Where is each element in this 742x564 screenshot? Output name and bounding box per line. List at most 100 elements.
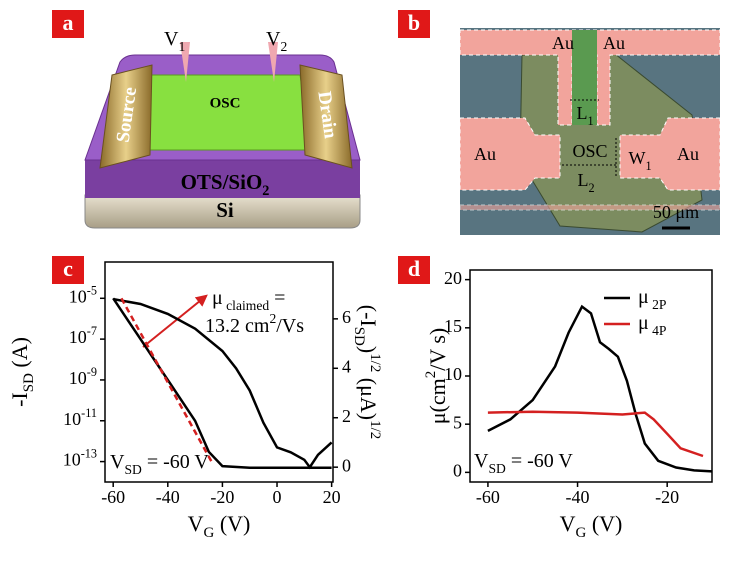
y-axis-label-part: 2: [423, 371, 439, 378]
x-tick-label: -20: [210, 487, 234, 507]
dimension-label: L1: [576, 103, 593, 128]
annotation: VSD = -60 V: [474, 450, 573, 476]
y2-axis-label-part: ): [356, 346, 381, 353]
x-axis-label: VG (V): [188, 511, 251, 541]
annotation: μ claimed =: [212, 287, 285, 313]
y-tick-label: 10: [444, 364, 462, 384]
annotation-part: V: [474, 450, 489, 472]
y2-tick-label: 4: [342, 356, 351, 376]
y-tick-label: 10-13: [63, 446, 97, 469]
dimension-label-part: L: [576, 103, 587, 123]
series-line: [112, 297, 333, 470]
dimension-label-part: L: [577, 170, 588, 190]
annotation-part: 2: [269, 311, 276, 326]
y2-axis-label-part: 1/2: [367, 353, 383, 372]
y-tick-base: 10: [63, 409, 81, 429]
probe-label-part: 1: [178, 39, 185, 54]
y-tick-label: 10-7: [69, 324, 97, 347]
y-tick-label: 10-9: [69, 365, 97, 388]
probe-label-part: V: [266, 28, 281, 50]
x-axis-label-part: G: [204, 525, 215, 541]
series-line: [112, 297, 332, 469]
annotation-part: μ: [212, 287, 223, 309]
y-axis-label: μ(cm2/V s): [423, 328, 450, 424]
x-tick-label: 0: [273, 487, 282, 507]
y-tick-base: 10: [69, 368, 87, 388]
panel-label: a: [63, 10, 74, 35]
y2-axis-label-part: (μA): [356, 372, 381, 420]
annotation: VSD = -60 V: [110, 451, 209, 477]
x-tick-label: -60: [476, 487, 500, 507]
osc-label: OSC: [210, 95, 241, 111]
legend-label-part: 2P: [649, 297, 667, 312]
probe-label: V1: [164, 28, 185, 54]
y-axis-label-part: (A): [7, 337, 32, 373]
y-axis-label-part: /V s): [425, 328, 450, 371]
legend-label: μ 4P: [638, 312, 667, 338]
annotation-arrow: [142, 294, 208, 348]
series-line: [487, 304, 713, 473]
series-line: [120, 297, 213, 463]
annotation-part: =: [269, 287, 285, 309]
annotation-part: 13.2 cm: [205, 315, 270, 337]
annotation-part: SD: [124, 462, 142, 477]
electrode-label: Au: [603, 33, 625, 53]
y2-axis-label-part: (-I: [356, 305, 381, 327]
x-tick-label: 20: [323, 487, 341, 507]
panel-label-box: [52, 256, 84, 284]
dimension-label-part: 1: [587, 114, 593, 128]
electrode-label: Au: [552, 33, 574, 53]
annotation-part: SD: [488, 461, 506, 476]
annotation-part: claimed: [223, 298, 270, 313]
dimension-label-part: W: [628, 148, 645, 168]
channel-label: OSC: [572, 141, 607, 161]
x-axis-label-part: G: [576, 525, 587, 541]
y-tick-exponent: -7: [87, 324, 97, 338]
dimension-label: W1: [628, 148, 651, 173]
y-tick-base: 10: [63, 450, 81, 470]
y2-tick-label: 0: [342, 455, 351, 475]
y-tick-exponent: -13: [81, 446, 97, 460]
dielectric-label: OTS/SiO2: [181, 170, 270, 199]
probe-label-part: 2: [280, 39, 287, 54]
y2-axis-label-part: SD: [351, 327, 367, 346]
annotation-part: = -60 V: [142, 451, 210, 473]
x-axis-label: VG (V): [560, 511, 623, 541]
y-axis-label: -ISD (A): [7, 337, 37, 407]
x-axis-label-part: (V): [586, 511, 622, 536]
legend-label: μ 2P: [638, 286, 667, 312]
y-tick-label: 15: [444, 316, 462, 336]
y-axis-label-part: SD: [21, 373, 37, 392]
electrode-label: Au: [474, 144, 496, 164]
x-axis-label-part: (V): [214, 511, 250, 536]
probe-label: V2: [266, 28, 287, 54]
x-tick-label: -60: [101, 487, 125, 507]
y-tick-exponent: -9: [87, 365, 97, 379]
annotation-part: /Vs: [276, 315, 304, 337]
legend-label-part: 4P: [649, 323, 667, 338]
annotation-part: V: [110, 451, 125, 473]
dimension-label: L2: [577, 170, 594, 195]
y2-tick-label: 2: [342, 406, 351, 426]
device-drawing: [84, 42, 361, 229]
y-tick-exponent: -5: [87, 283, 97, 297]
x-tick-label: -40: [566, 487, 590, 507]
y-axis-label-part: μ(cm: [425, 378, 450, 424]
panel-label: d: [408, 256, 420, 281]
dimension-label-part: 2: [588, 181, 594, 195]
y-tick-label: 10-11: [63, 406, 97, 429]
substrate-label: Si: [216, 198, 234, 222]
annotation-part: = -60 V: [506, 450, 574, 472]
y-axis-label-part: -I: [7, 392, 32, 407]
plot-frame: [104, 261, 334, 483]
y-tick-label: 5: [453, 412, 462, 432]
x-axis-label-part: V: [560, 511, 576, 536]
y-tick-label: 0: [453, 460, 462, 480]
y2-axis-label: (-ISD)1/2 (μA)1/2: [351, 305, 383, 440]
electrode-label: Au: [677, 144, 699, 164]
micrograph: [459, 28, 721, 235]
y-tick-label: 10-5: [69, 283, 97, 306]
panel-label: c: [63, 256, 73, 281]
y-tick-exponent: -11: [81, 406, 97, 420]
